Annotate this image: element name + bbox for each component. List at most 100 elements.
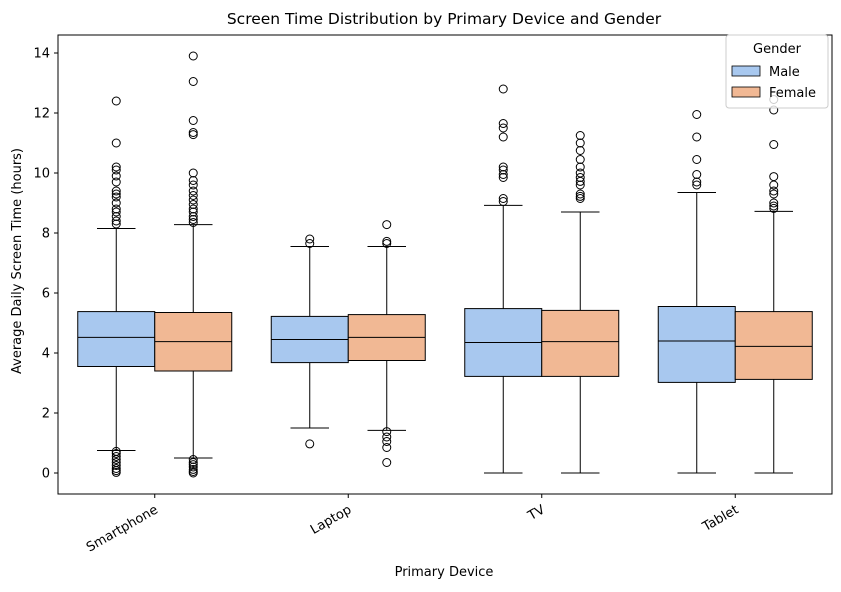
legend-swatch-male [731, 65, 761, 77]
outlier-tv-male [498, 197, 508, 206]
x-tick-label-smartphone: Smartphone [84, 502, 161, 555]
outlier-tablet-male [692, 155, 702, 164]
outlier-tv-female [575, 176, 585, 186]
outlier-smartphone-female [188, 116, 198, 125]
outlier-tv-male [498, 123, 508, 133]
outlier-laptop-male [305, 234, 315, 244]
outlier-tablet-male [692, 110, 702, 119]
outlier-laptop-female [382, 458, 392, 467]
outlier-tv-female [575, 146, 585, 155]
legend: Gender Male Female [725, 34, 829, 109]
outlier-smartphone-male [111, 171, 121, 181]
box-tablet-male [657, 306, 736, 383]
x-tick-label-tablet: Tablet [699, 502, 741, 535]
legend-label-female: Female [769, 86, 816, 101]
box-smartphone-male [77, 311, 156, 368]
x-tick-label-tv: TV [525, 502, 548, 524]
outlier-laptop-female [382, 443, 392, 452]
outlier-smartphone-male [111, 177, 121, 187]
outlier-tv-male [498, 119, 508, 128]
outlier-smartphone-male [111, 464, 121, 473]
outlier-smartphone-female [188, 462, 198, 472]
outlier-laptop-female [382, 236, 392, 246]
y-tick-label: 6 [42, 287, 50, 302]
outlier-tablet-female [769, 198, 779, 208]
outlier-smartphone-male [111, 189, 121, 199]
outlier-smartphone-female [188, 128, 198, 137]
outlier-tv-female [575, 189, 585, 199]
outlier-tv-female [575, 191, 585, 201]
outlier-smartphone-female [188, 191, 198, 200]
outlier-tablet-female [769, 203, 779, 213]
outlier-smartphone-female [188, 458, 198, 467]
outlier-smartphone-male [111, 455, 121, 464]
outlier-tv-male [498, 173, 508, 182]
outlier-smartphone-male [111, 207, 121, 217]
outlier-tv-female [575, 138, 585, 148]
legend-title: Gender [753, 42, 802, 57]
outlier-tv-female [575, 180, 585, 190]
outlier-smartphone-female [188, 468, 198, 478]
outlier-tv-male [498, 84, 508, 94]
outlier-smartphone-female [188, 195, 198, 205]
outlier-smartphone-female [188, 186, 198, 196]
outlier-tv-female [575, 194, 585, 203]
box-tv-female [541, 309, 620, 377]
outlier-smartphone-male [111, 452, 121, 461]
outlier-tablet-male [692, 170, 702, 179]
outlier-smartphone-male [111, 467, 121, 477]
outlier-smartphone-male [111, 138, 121, 148]
y-tick-label: 2 [42, 407, 50, 422]
legend-swatch-female [731, 86, 761, 98]
outlier-tv-male [498, 194, 508, 203]
outlier-smartphone-female [188, 464, 198, 474]
y-tick-label: 8 [42, 227, 50, 242]
outlier-laptop-female [382, 437, 392, 446]
outlier-laptop-female [382, 427, 392, 437]
chart-title: Screen Time Distribution by Primary Devi… [227, 10, 662, 28]
outlier-tablet-female [769, 189, 779, 199]
outlier-smartphone-female [188, 168, 198, 178]
outlier-smartphone-male [111, 96, 121, 106]
legend-label-male: Male [769, 65, 800, 80]
outlier-laptop-female [382, 239, 392, 248]
outlier-smartphone-male [111, 461, 121, 470]
outlier-smartphone-male [111, 449, 121, 458]
outlier-laptop-male [305, 239, 315, 248]
y-tick-label: 10 [33, 167, 50, 182]
outlier-smartphone-female [188, 176, 198, 185]
y-axis-label: Average Daily Screen Time (hours) [10, 148, 25, 374]
outlier-tv-male [498, 132, 508, 142]
outlier-smartphone-female [188, 212, 198, 221]
outlier-smartphone-female [188, 180, 198, 190]
outlier-smartphone-male [111, 219, 121, 229]
y-tick-label: 12 [33, 107, 50, 122]
outlier-laptop-female [382, 432, 392, 442]
outlier-tv-female [575, 162, 585, 172]
outlier-smartphone-male [111, 186, 121, 196]
plot-area: 0 2 4 6 8 10 12 14 Smartphone Laptop TV Tablet [33, 34, 833, 555]
outlier-tablet-male [692, 177, 702, 187]
outlier-tv-male [498, 170, 508, 179]
axes-frame [57, 34, 833, 495]
y-tick-label: 14 [33, 47, 50, 62]
x-tick-label-laptop: Laptop [308, 502, 354, 537]
outlier-tablet-male [692, 180, 702, 190]
outlier-smartphone-female [188, 218, 198, 227]
outlier-smartphone-female [188, 77, 198, 86]
outlier-tablet-male [692, 132, 702, 142]
outlier-tablet-female [769, 186, 779, 196]
outlier-laptop-female [382, 220, 392, 230]
outlier-tablet-female [769, 180, 779, 190]
box-tablet-female [734, 311, 813, 380]
y-tick-label: 4 [42, 347, 50, 362]
outlier-smartphone-female [188, 215, 198, 224]
outlier-tablet-female [769, 201, 779, 211]
y-tick-label: 0 [42, 467, 50, 482]
outlier-smartphone-male [111, 198, 121, 208]
outlier-smartphone-female [188, 51, 198, 61]
outlier-tv-female [575, 131, 585, 140]
outlier-smartphone-male [111, 192, 121, 202]
outlier-tv-female [575, 155, 585, 164]
